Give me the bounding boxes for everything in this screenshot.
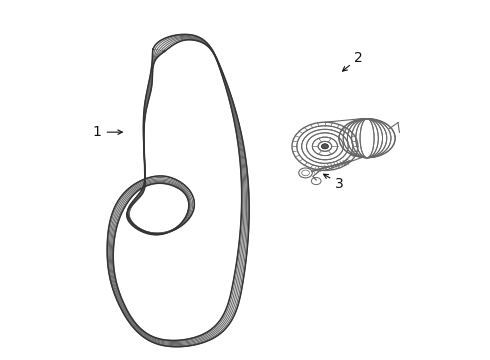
- Circle shape: [321, 144, 328, 149]
- Circle shape: [321, 144, 328, 149]
- Text: 3: 3: [323, 174, 344, 190]
- Text: 1: 1: [93, 125, 122, 139]
- Polygon shape: [107, 35, 249, 347]
- Circle shape: [297, 126, 353, 167]
- Ellipse shape: [339, 119, 395, 158]
- Text: 2: 2: [343, 51, 363, 71]
- Circle shape: [299, 168, 312, 178]
- Polygon shape: [113, 40, 242, 341]
